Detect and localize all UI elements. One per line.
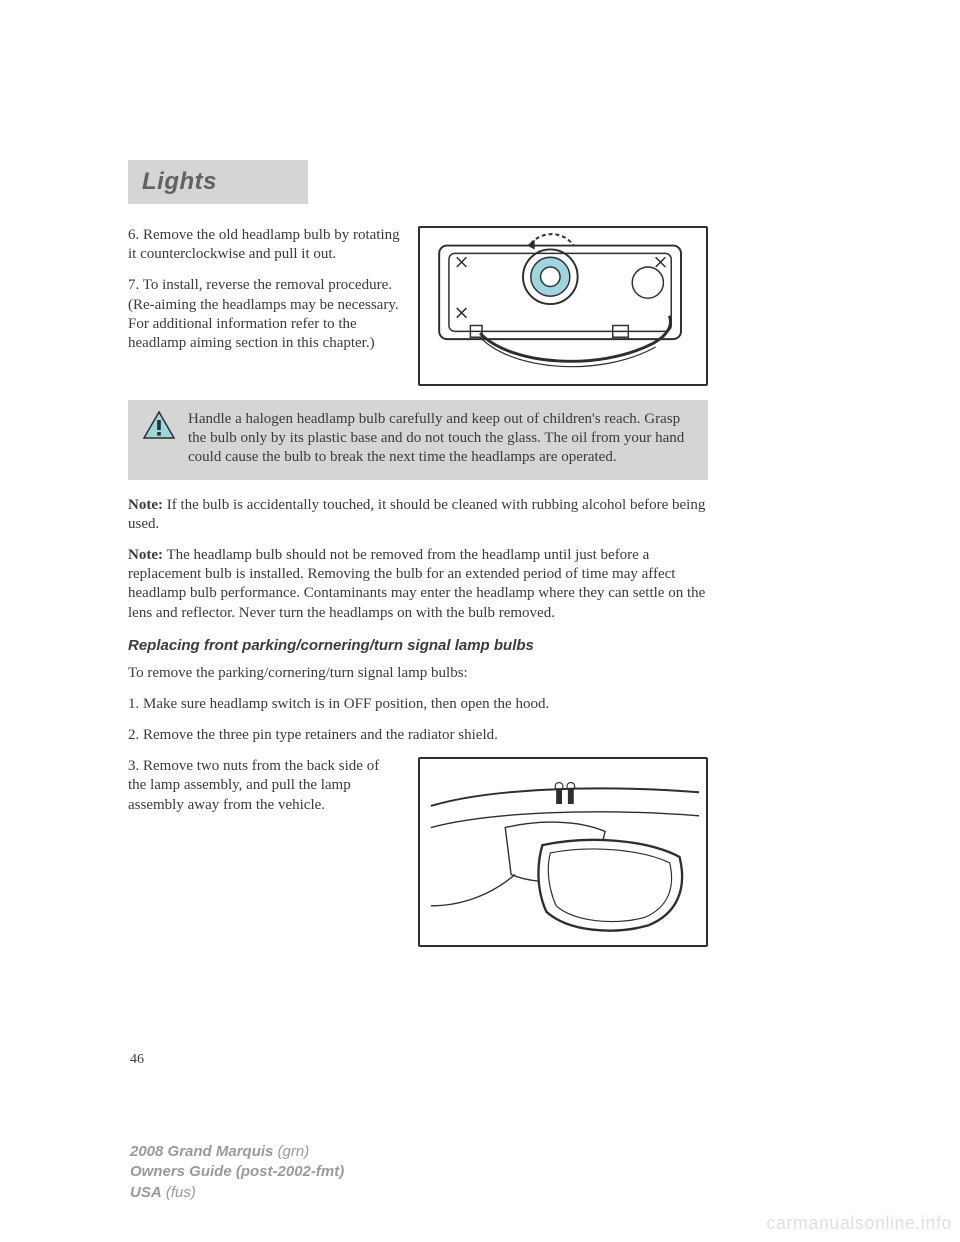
warning-text: Handle a halogen headlamp bulb carefully… (188, 410, 694, 468)
watermark: carmanualsonline.info (766, 1213, 952, 1234)
bottom-row: 3. Remove two nuts from the back side of… (128, 757, 708, 947)
footer: 2008 Grand Marquis (grn) Owners Guide (p… (130, 1142, 344, 1203)
footer-model: 2008 Grand Marquis (130, 1143, 273, 1160)
footer-guide: Owners Guide (post-2002-fmt) (130, 1163, 344, 1180)
footer-region-code: (fus) (162, 1184, 196, 1201)
footer-region: USA (130, 1184, 162, 1201)
top-text-col: 6. Remove the old headlamp bulb by rotat… (128, 226, 400, 386)
warning-box: Handle a halogen headlamp bulb carefully… (128, 400, 708, 480)
bottom-intro: To remove the parking/cornering/turn sig… (128, 664, 708, 683)
bottom-text-col: 3. Remove two nuts from the back side of… (128, 757, 400, 947)
lamp-assembly-svg (420, 759, 706, 945)
note-label-2: Note: (128, 547, 163, 563)
chapter-tab: Lights (128, 160, 308, 204)
step-6: 6. Remove the old headlamp bulb by rotat… (128, 226, 400, 264)
lamp-assembly-illustration (418, 757, 708, 947)
note-1-text: If the bulb is accidentally touched, it … (128, 497, 705, 532)
chapter-title: Lights (142, 168, 217, 196)
page: Lights 6. Remove the old headlamp bulb b… (0, 0, 960, 1242)
warning-icon (142, 410, 176, 440)
note-2: Note: The headlamp bulb should not be re… (128, 546, 708, 623)
top-row: 6. Remove the old headlamp bulb by rotat… (128, 226, 708, 386)
note-2-text: The headlamp bulb should not be removed … (128, 547, 705, 621)
bottom-step-2: 2. Remove the three pin type retainers a… (128, 726, 708, 745)
headlamp-illustration (418, 226, 708, 386)
note-1: Note: If the bulb is accidentally touche… (128, 496, 708, 534)
bottom-step-3: 3. Remove two nuts from the back side of… (128, 757, 400, 815)
page-number: 46 (130, 1052, 144, 1068)
bottom-step-1: 1. Make sure headlamp switch is in OFF p… (128, 695, 708, 714)
subheading: Replacing front parking/cornering/turn s… (128, 637, 708, 654)
footer-line-1: 2008 Grand Marquis (grn) (130, 1142, 344, 1162)
note-label-1: Note: (128, 497, 163, 513)
body-content: 6. Remove the old headlamp bulb by rotat… (128, 226, 708, 947)
footer-line-3: USA (fus) (130, 1183, 344, 1203)
step-7: 7. To install, reverse the removal proce… (128, 276, 400, 353)
footer-model-code: (grn) (273, 1143, 309, 1160)
headlamp-svg (420, 228, 706, 384)
footer-line-2: Owners Guide (post-2002-fmt) (130, 1162, 344, 1182)
